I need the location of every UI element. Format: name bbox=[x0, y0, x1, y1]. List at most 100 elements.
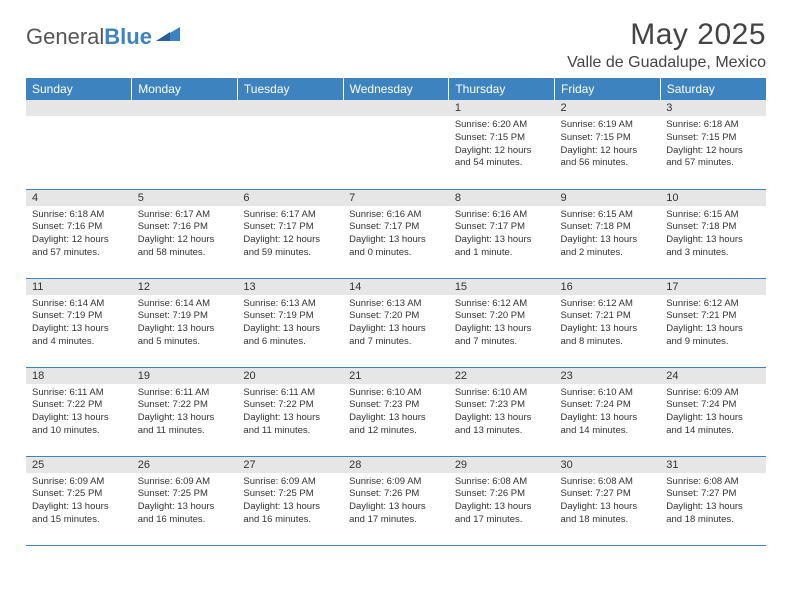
day-number-bar: 23 bbox=[555, 368, 661, 384]
day-number-bar: 11 bbox=[26, 279, 132, 295]
calendar-day-cell: 26Sunrise: 6:09 AMSunset: 7:25 PMDayligh… bbox=[132, 456, 238, 545]
day-number-bar: 28 bbox=[343, 457, 449, 473]
calendar-day-cell: 9Sunrise: 6:15 AMSunset: 7:18 PMDaylight… bbox=[555, 189, 661, 278]
location-label: Valle de Guadalupe, Mexico bbox=[567, 54, 766, 72]
calendar-day-cell: 29Sunrise: 6:08 AMSunset: 7:26 PMDayligh… bbox=[449, 456, 555, 545]
calendar-day-cell: 7Sunrise: 6:16 AMSunset: 7:17 PMDaylight… bbox=[343, 189, 449, 278]
calendar-day-cell: 19Sunrise: 6:11 AMSunset: 7:22 PMDayligh… bbox=[132, 367, 238, 456]
calendar-day-cell: 11Sunrise: 6:14 AMSunset: 7:19 PMDayligh… bbox=[26, 278, 132, 367]
calendar-day-cell: 13Sunrise: 6:13 AMSunset: 7:19 PMDayligh… bbox=[237, 278, 343, 367]
day-details: Sunrise: 6:17 AMSunset: 7:17 PMDaylight:… bbox=[237, 206, 343, 262]
day-details: Sunrise: 6:12 AMSunset: 7:21 PMDaylight:… bbox=[555, 295, 661, 351]
day-number-bar: 19 bbox=[132, 368, 238, 384]
weekday-header-cell: Wednesday bbox=[343, 78, 449, 100]
day-number-bar: 4 bbox=[26, 190, 132, 206]
weekday-header-cell: Sunday bbox=[26, 78, 132, 100]
day-details: Sunrise: 6:16 AMSunset: 7:17 PMDaylight:… bbox=[449, 206, 555, 262]
day-details: Sunrise: 6:18 AMSunset: 7:15 PMDaylight:… bbox=[660, 116, 766, 172]
day-details: Sunrise: 6:09 AMSunset: 7:25 PMDaylight:… bbox=[26, 473, 132, 529]
day-number-bar: 14 bbox=[343, 279, 449, 295]
day-number-bar: 9 bbox=[555, 190, 661, 206]
weekday-header-cell: Friday bbox=[555, 78, 661, 100]
day-details: Sunrise: 6:11 AMSunset: 7:22 PMDaylight:… bbox=[237, 384, 343, 440]
day-details: Sunrise: 6:17 AMSunset: 7:16 PMDaylight:… bbox=[132, 206, 238, 262]
day-details: Sunrise: 6:11 AMSunset: 7:22 PMDaylight:… bbox=[26, 384, 132, 440]
title-block: May 2025 Valle de Guadalupe, Mexico bbox=[567, 18, 766, 72]
day-number-bar: 7 bbox=[343, 190, 449, 206]
brand-logo: GeneralBlue bbox=[26, 24, 182, 50]
weekday-header-cell: Saturday bbox=[660, 78, 766, 100]
calendar-day-cell bbox=[132, 100, 238, 189]
calendar-day-cell: 16Sunrise: 6:12 AMSunset: 7:21 PMDayligh… bbox=[555, 278, 661, 367]
day-details: Sunrise: 6:16 AMSunset: 7:17 PMDaylight:… bbox=[343, 206, 449, 262]
day-number-bar: 20 bbox=[237, 368, 343, 384]
calendar-day-cell: 27Sunrise: 6:09 AMSunset: 7:25 PMDayligh… bbox=[237, 456, 343, 545]
calendar-day-cell: 28Sunrise: 6:09 AMSunset: 7:26 PMDayligh… bbox=[343, 456, 449, 545]
day-number-bar: 16 bbox=[555, 279, 661, 295]
day-number-bar: 21 bbox=[343, 368, 449, 384]
logo-triangle-icon bbox=[156, 25, 182, 48]
calendar-day-cell: 6Sunrise: 6:17 AMSunset: 7:17 PMDaylight… bbox=[237, 189, 343, 278]
calendar-day-cell: 10Sunrise: 6:15 AMSunset: 7:18 PMDayligh… bbox=[660, 189, 766, 278]
calendar-day-cell: 2Sunrise: 6:19 AMSunset: 7:15 PMDaylight… bbox=[555, 100, 661, 189]
day-details: Sunrise: 6:12 AMSunset: 7:21 PMDaylight:… bbox=[660, 295, 766, 351]
calendar-day-cell: 21Sunrise: 6:10 AMSunset: 7:23 PMDayligh… bbox=[343, 367, 449, 456]
weekday-header-cell: Tuesday bbox=[237, 78, 343, 100]
day-details: Sunrise: 6:14 AMSunset: 7:19 PMDaylight:… bbox=[132, 295, 238, 351]
day-details: Sunrise: 6:18 AMSunset: 7:16 PMDaylight:… bbox=[26, 206, 132, 262]
calendar-week-row: 11Sunrise: 6:14 AMSunset: 7:19 PMDayligh… bbox=[26, 278, 766, 367]
calendar-day-cell bbox=[343, 100, 449, 189]
day-number-bar: 5 bbox=[132, 190, 238, 206]
day-details: Sunrise: 6:10 AMSunset: 7:23 PMDaylight:… bbox=[449, 384, 555, 440]
day-number-bar: 8 bbox=[449, 190, 555, 206]
calendar-day-cell: 22Sunrise: 6:10 AMSunset: 7:23 PMDayligh… bbox=[449, 367, 555, 456]
calendar-day-cell bbox=[237, 100, 343, 189]
day-details: Sunrise: 6:20 AMSunset: 7:15 PMDaylight:… bbox=[449, 116, 555, 172]
calendar-table: SundayMondayTuesdayWednesdayThursdayFrid… bbox=[26, 78, 766, 546]
day-number-bar bbox=[26, 100, 132, 116]
calendar-day-cell bbox=[26, 100, 132, 189]
day-details: Sunrise: 6:12 AMSunset: 7:20 PMDaylight:… bbox=[449, 295, 555, 351]
day-details: Sunrise: 6:09 AMSunset: 7:24 PMDaylight:… bbox=[660, 384, 766, 440]
day-number-bar: 26 bbox=[132, 457, 238, 473]
day-number-bar: 15 bbox=[449, 279, 555, 295]
day-details: Sunrise: 6:09 AMSunset: 7:25 PMDaylight:… bbox=[132, 473, 238, 529]
day-details: Sunrise: 6:13 AMSunset: 7:19 PMDaylight:… bbox=[237, 295, 343, 351]
calendar-day-cell: 3Sunrise: 6:18 AMSunset: 7:15 PMDaylight… bbox=[660, 100, 766, 189]
weekday-header-cell: Thursday bbox=[449, 78, 555, 100]
calendar-day-cell: 30Sunrise: 6:08 AMSunset: 7:27 PMDayligh… bbox=[555, 456, 661, 545]
calendar-week-row: 1Sunrise: 6:20 AMSunset: 7:15 PMDaylight… bbox=[26, 100, 766, 189]
day-number-bar: 29 bbox=[449, 457, 555, 473]
day-details: Sunrise: 6:13 AMSunset: 7:20 PMDaylight:… bbox=[343, 295, 449, 351]
calendar-week-row: 4Sunrise: 6:18 AMSunset: 7:16 PMDaylight… bbox=[26, 189, 766, 278]
calendar-day-cell: 31Sunrise: 6:08 AMSunset: 7:27 PMDayligh… bbox=[660, 456, 766, 545]
calendar-day-cell: 8Sunrise: 6:16 AMSunset: 7:17 PMDaylight… bbox=[449, 189, 555, 278]
day-number-bar: 18 bbox=[26, 368, 132, 384]
day-number-bar: 12 bbox=[132, 279, 238, 295]
day-number-bar: 25 bbox=[26, 457, 132, 473]
day-details: Sunrise: 6:15 AMSunset: 7:18 PMDaylight:… bbox=[555, 206, 661, 262]
weekday-header-cell: Monday bbox=[132, 78, 238, 100]
day-details: Sunrise: 6:08 AMSunset: 7:27 PMDaylight:… bbox=[660, 473, 766, 529]
day-details: Sunrise: 6:10 AMSunset: 7:24 PMDaylight:… bbox=[555, 384, 661, 440]
calendar-day-cell: 17Sunrise: 6:12 AMSunset: 7:21 PMDayligh… bbox=[660, 278, 766, 367]
calendar-day-cell: 15Sunrise: 6:12 AMSunset: 7:20 PMDayligh… bbox=[449, 278, 555, 367]
day-number-bar: 30 bbox=[555, 457, 661, 473]
day-details: Sunrise: 6:09 AMSunset: 7:25 PMDaylight:… bbox=[237, 473, 343, 529]
calendar-week-row: 25Sunrise: 6:09 AMSunset: 7:25 PMDayligh… bbox=[26, 456, 766, 545]
day-number-bar: 31 bbox=[660, 457, 766, 473]
day-number-bar bbox=[132, 100, 238, 116]
calendar-weekday-header: SundayMondayTuesdayWednesdayThursdayFrid… bbox=[26, 78, 766, 100]
day-details: Sunrise: 6:10 AMSunset: 7:23 PMDaylight:… bbox=[343, 384, 449, 440]
calendar-day-cell: 25Sunrise: 6:09 AMSunset: 7:25 PMDayligh… bbox=[26, 456, 132, 545]
calendar-day-cell: 14Sunrise: 6:13 AMSunset: 7:20 PMDayligh… bbox=[343, 278, 449, 367]
day-details: Sunrise: 6:19 AMSunset: 7:15 PMDaylight:… bbox=[555, 116, 661, 172]
day-number-bar: 17 bbox=[660, 279, 766, 295]
calendar-day-cell: 5Sunrise: 6:17 AMSunset: 7:16 PMDaylight… bbox=[132, 189, 238, 278]
calendar-day-cell: 18Sunrise: 6:11 AMSunset: 7:22 PMDayligh… bbox=[26, 367, 132, 456]
month-title: May 2025 bbox=[567, 18, 766, 52]
day-number-bar: 24 bbox=[660, 368, 766, 384]
day-number-bar: 6 bbox=[237, 190, 343, 206]
day-details: Sunrise: 6:09 AMSunset: 7:26 PMDaylight:… bbox=[343, 473, 449, 529]
calendar-day-cell: 23Sunrise: 6:10 AMSunset: 7:24 PMDayligh… bbox=[555, 367, 661, 456]
